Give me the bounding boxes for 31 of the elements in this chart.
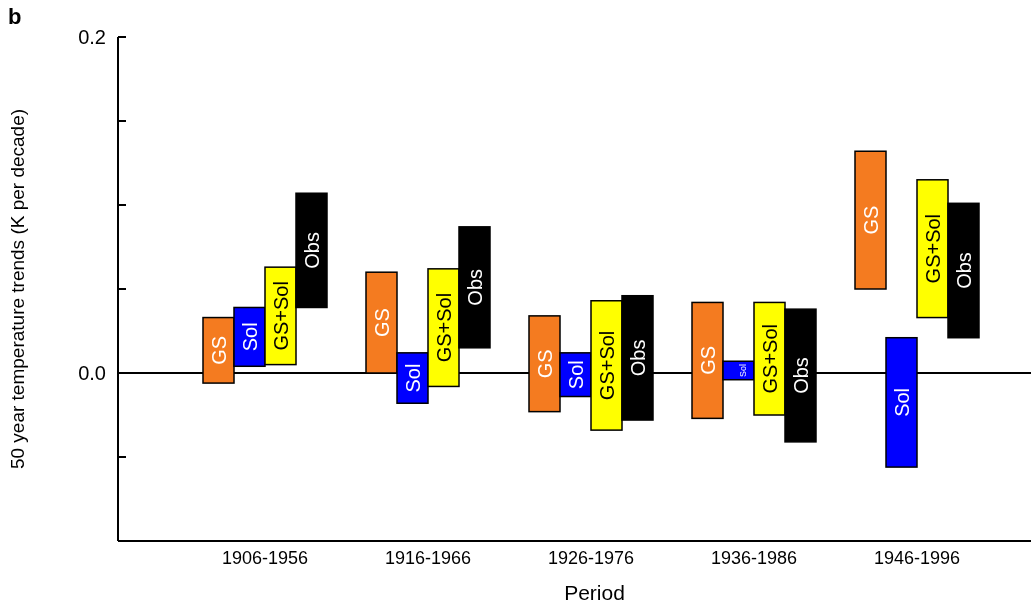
text: GS+Sol <box>432 292 455 363</box>
series-label: GS+Sol <box>269 281 292 351</box>
series-label: GS <box>207 335 230 365</box>
text: Sol <box>401 363 424 393</box>
y-axis-title: 50 year temperature trends (K per decade) <box>7 108 28 470</box>
text: Sol <box>564 360 587 390</box>
text: GS <box>370 308 393 338</box>
text: GS+Sol <box>921 213 944 284</box>
text: GS <box>533 349 556 379</box>
series-label: Sol <box>737 364 748 377</box>
text: Obs <box>463 268 486 306</box>
text: GS+Sol <box>758 323 781 394</box>
text: GS+Sol <box>595 330 618 401</box>
x-tick-label: 1906-1956 <box>221 548 309 568</box>
y-tick-label: 0.0 <box>78 362 106 384</box>
text: GS <box>859 205 882 235</box>
text: Obs <box>952 252 975 289</box>
x-axis-title: Period <box>564 581 625 604</box>
y-tick-label: 0.2 <box>78 26 106 48</box>
x-tick-label: 1946-1996 <box>873 548 961 568</box>
text: GS <box>696 345 719 375</box>
x-tick-label: 1926-1976 <box>547 548 635 568</box>
bar <box>854 150 887 290</box>
text: Sol <box>890 387 913 417</box>
x-tick-label: 1936-1986 <box>710 548 798 568</box>
text: Obs <box>789 357 812 394</box>
chart-title: b <box>8 4 22 29</box>
text: Obs <box>626 339 649 377</box>
text: Sol <box>238 322 261 352</box>
x-tick-label: 1916-1966 <box>384 548 472 568</box>
series-label: Obs <box>300 232 323 269</box>
